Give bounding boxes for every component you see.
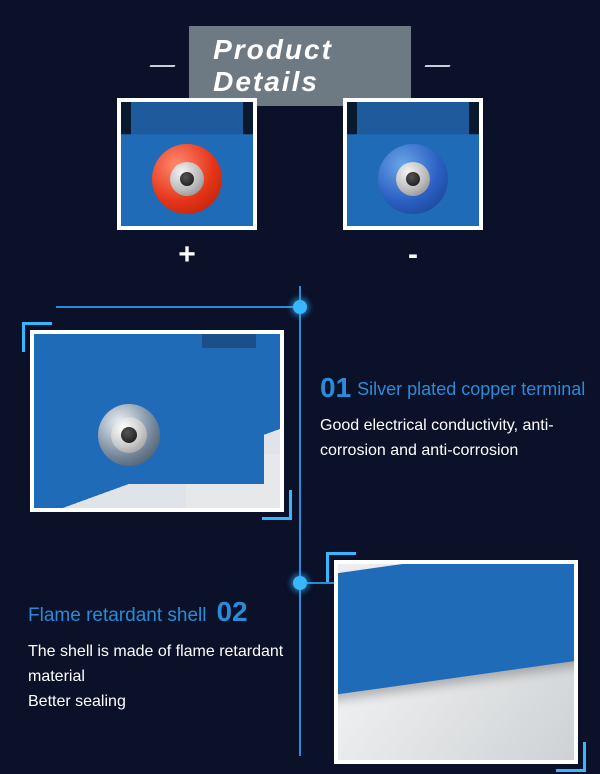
feature-2-image bbox=[334, 560, 578, 764]
positive-ring bbox=[152, 144, 222, 214]
sec1-corner-br bbox=[262, 490, 292, 520]
feature-1-text: 01 Silver plated copper terminal Good ele… bbox=[320, 372, 588, 464]
connector-vertical bbox=[299, 286, 301, 756]
feature-2-title: Flame retardant shell bbox=[28, 605, 206, 627]
terminal-comparison: + - bbox=[0, 98, 600, 272]
sec2-corner-br bbox=[556, 742, 586, 772]
title-banner: Product Details bbox=[150, 26, 450, 106]
feature-2-number: 02 bbox=[216, 596, 247, 628]
feature-1-heading: 01 Silver plated copper terminal bbox=[320, 372, 588, 404]
terminal-negative: - bbox=[343, 98, 483, 272]
terminal-negative-image bbox=[343, 98, 483, 230]
decor-line-left bbox=[150, 65, 176, 67]
feature-2-heading: Flame retardant shell 02 bbox=[28, 596, 296, 628]
feature-1-title: Silver plated copper terminal bbox=[357, 379, 585, 399]
page-title: Product Details bbox=[189, 26, 411, 106]
feature-2-desc: The shell is made of flame retardant mat… bbox=[28, 640, 296, 714]
feature-2-text: Flame retardant shell 02 The shell is ma… bbox=[28, 596, 296, 714]
decor-line-right bbox=[424, 65, 450, 67]
terminal-positive-image bbox=[117, 98, 257, 230]
connector-node-1 bbox=[293, 300, 307, 314]
negative-ring bbox=[378, 144, 448, 214]
connector-node-2 bbox=[293, 576, 307, 590]
feature-1-image bbox=[30, 330, 284, 512]
positive-sign: + bbox=[117, 238, 257, 272]
terminal-positive: + bbox=[117, 98, 257, 272]
connector-h1 bbox=[56, 306, 300, 308]
feature-1-number: 01 bbox=[320, 372, 351, 403]
negative-sign: - bbox=[343, 238, 483, 272]
feature-1-desc: Good electrical conductivity, anti-corro… bbox=[320, 414, 588, 464]
